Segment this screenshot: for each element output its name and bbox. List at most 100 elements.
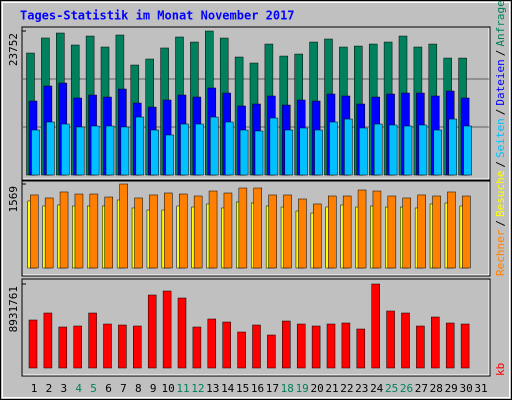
x-tick-label: 12 bbox=[191, 382, 204, 395]
x-tick-label: 27 bbox=[415, 382, 428, 395]
x-tick-label: 29 bbox=[445, 382, 458, 395]
x-tick-label: 9 bbox=[150, 382, 157, 395]
bar bbox=[118, 324, 127, 369]
bar bbox=[417, 194, 426, 269]
bar bbox=[119, 183, 128, 269]
bar bbox=[31, 129, 40, 176]
bar bbox=[30, 194, 39, 269]
bar bbox=[104, 196, 113, 269]
bar bbox=[328, 195, 337, 269]
legend-entry: kb bbox=[494, 363, 507, 376]
bar bbox=[134, 197, 143, 269]
bar bbox=[445, 322, 455, 369]
x-tick-label: 30 bbox=[459, 382, 472, 395]
bar bbox=[296, 323, 306, 369]
bar bbox=[223, 192, 233, 269]
legend-entry: Anfragen bbox=[494, 0, 507, 47]
x-tick-label: 6 bbox=[105, 382, 112, 395]
chart-title: Tages-Statistik im Monat November 2017 bbox=[20, 9, 295, 23]
x-tick-label: 28 bbox=[430, 382, 443, 395]
x-tick-label: 15 bbox=[236, 382, 249, 395]
bar bbox=[253, 187, 262, 269]
bar bbox=[165, 134, 174, 176]
bar bbox=[88, 312, 97, 369]
bar bbox=[75, 126, 85, 176]
bar bbox=[341, 322, 351, 369]
x-tick-label: 20 bbox=[310, 382, 323, 395]
legend-entry: Seiten bbox=[494, 118, 507, 158]
bar bbox=[431, 316, 440, 369]
bar bbox=[90, 125, 100, 176]
x-tick-label: 3 bbox=[60, 382, 67, 395]
bar bbox=[192, 326, 202, 369]
bar bbox=[371, 283, 380, 369]
bar bbox=[268, 194, 277, 269]
x-tick-label: 25 bbox=[385, 382, 398, 395]
bar bbox=[177, 297, 187, 369]
bar bbox=[462, 195, 471, 269]
bar bbox=[463, 125, 472, 176]
legend-separator: / bbox=[494, 109, 507, 116]
bar bbox=[269, 117, 279, 176]
x-tick-label: 4 bbox=[75, 382, 82, 395]
bar bbox=[150, 129, 159, 176]
x-tick-label: 7 bbox=[120, 382, 127, 395]
bar bbox=[311, 325, 321, 369]
bar bbox=[342, 195, 352, 269]
bar bbox=[448, 118, 457, 176]
bar bbox=[105, 125, 115, 176]
bar bbox=[120, 126, 130, 176]
x-tick-label: 14 bbox=[221, 382, 235, 395]
bar bbox=[207, 318, 217, 369]
x-tick-label: 5 bbox=[90, 382, 97, 395]
legend-separator: / bbox=[494, 161, 507, 168]
bar bbox=[403, 125, 413, 176]
bar bbox=[208, 190, 218, 269]
legend: Rechner / Besuche / Seiten / Dateien / Anfragen bbox=[494, 0, 507, 276]
bar bbox=[267, 334, 276, 369]
x-tick-label: 1 bbox=[31, 382, 38, 395]
bar bbox=[313, 203, 322, 269]
bar bbox=[237, 331, 246, 369]
x-tick-label: 18 bbox=[281, 382, 294, 395]
x-tick-label: 21 bbox=[325, 382, 338, 395]
bar bbox=[73, 325, 82, 369]
y-tick-label: 8931761 bbox=[7, 286, 20, 332]
bar bbox=[356, 328, 366, 369]
bar bbox=[238, 187, 248, 269]
x-tick-label: 24 bbox=[370, 382, 384, 395]
bar bbox=[46, 121, 55, 176]
bar bbox=[252, 324, 261, 369]
bar bbox=[329, 121, 338, 176]
bar bbox=[58, 326, 68, 369]
bar bbox=[195, 123, 204, 176]
legend-entry: Besuche bbox=[494, 171, 507, 217]
bar bbox=[433, 129, 443, 176]
bar bbox=[43, 312, 53, 369]
bar bbox=[135, 116, 145, 176]
x-tick-label: 16 bbox=[251, 382, 264, 395]
x-tick-label: 23 bbox=[355, 382, 368, 395]
x-tick-label: 2 bbox=[46, 382, 53, 395]
bar bbox=[61, 123, 70, 176]
bar bbox=[222, 321, 231, 369]
x-tick-label: 8 bbox=[135, 382, 142, 395]
y-tick-label: 23752 bbox=[7, 33, 20, 66]
x-tick-label: 17 bbox=[266, 382, 279, 395]
bar bbox=[344, 118, 353, 176]
bar bbox=[432, 195, 441, 269]
bar bbox=[299, 127, 308, 176]
bar bbox=[210, 116, 219, 176]
legend-entry: Rechner bbox=[494, 229, 507, 276]
bar bbox=[147, 294, 157, 369]
bar bbox=[460, 323, 470, 369]
y-tick-label: 1569 bbox=[7, 186, 20, 213]
bar bbox=[193, 195, 203, 269]
bar bbox=[418, 124, 428, 176]
legend-entry: Dateien bbox=[494, 59, 507, 105]
legend-separator: / bbox=[494, 50, 507, 57]
x-tick-label: 31 bbox=[474, 382, 487, 395]
bar bbox=[326, 323, 336, 369]
bar bbox=[224, 121, 234, 176]
